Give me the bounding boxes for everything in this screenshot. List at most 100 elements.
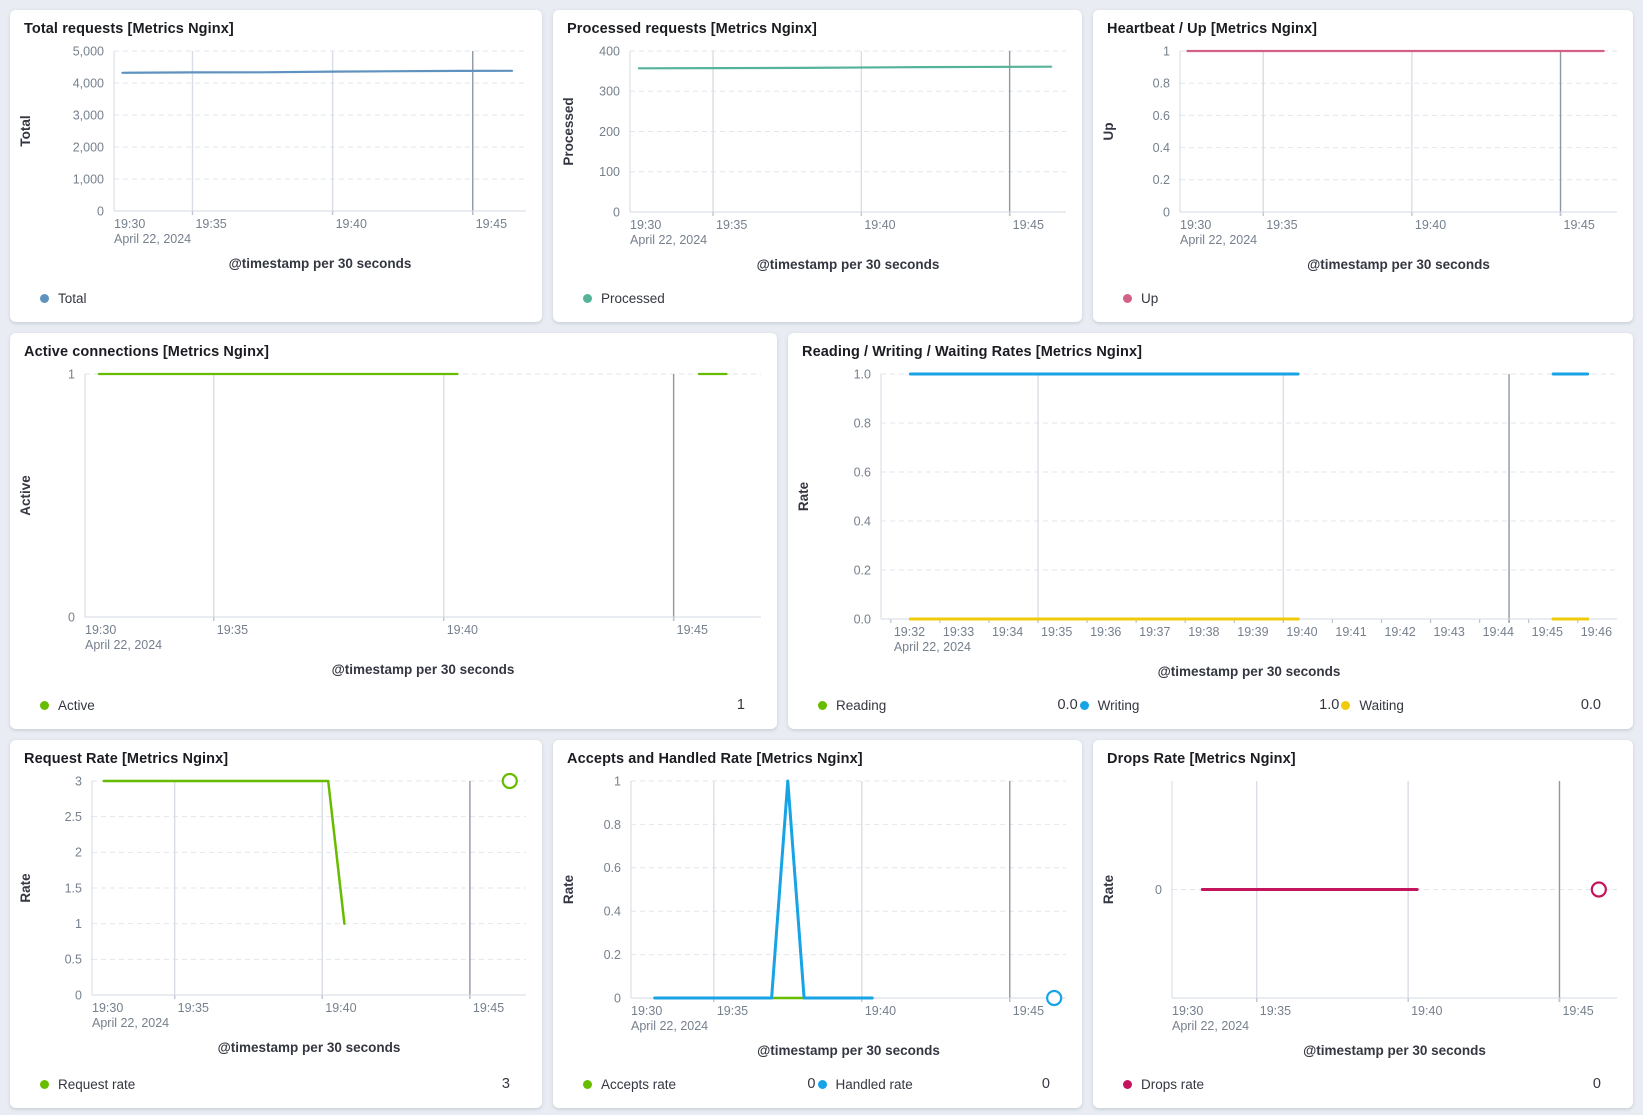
y-tick-label: 0 xyxy=(75,988,82,1002)
y-tick-label: 0 xyxy=(1155,883,1162,897)
legend-color-dot-icon xyxy=(40,1079,49,1089)
legend-label: Up xyxy=(1141,290,1159,306)
x-tick-label: 19:38 xyxy=(1188,625,1219,639)
legend-label: Reading xyxy=(836,697,887,713)
x-axis-title: @timestamp per 30 seconds xyxy=(1158,664,1341,679)
x-tick-label: 19:40 xyxy=(1411,1004,1442,1018)
legend-last-value: 3 xyxy=(501,1076,510,1092)
panel-title: Heartbeat / Up [Metrics Nginx] xyxy=(1107,21,1318,37)
legend-last-value: 0.0 xyxy=(1580,697,1601,713)
y-tick-label: 400 xyxy=(599,44,620,58)
x-axis-title: @timestamp per 30 seconds xyxy=(229,256,412,271)
x-tick-label: 19:35 xyxy=(195,217,226,231)
legend-label: Drops rate xyxy=(1141,1076,1205,1092)
series-line-processed xyxy=(637,65,1053,70)
x-tick-label: 19:30 xyxy=(630,218,661,232)
legend-item-handled-rate[interactable]: Handled rate 0 xyxy=(817,1076,1053,1092)
legend-item-request-rate[interactable]: Request rate 3 xyxy=(40,1076,512,1092)
legend-item-up[interactable]: Up xyxy=(1123,291,1603,306)
legend-item-total[interactable]: Total xyxy=(40,291,512,306)
legend-color-dot-icon xyxy=(1123,1079,1132,1089)
chart-active-connections[interactable]: 0 1 Active 19:30 April 22, 2024 19:35 19:40 19:… xyxy=(10,362,777,693)
y-tick-label: 1.5 xyxy=(65,881,82,895)
legend-drops-rate: Drops rate 0 xyxy=(1093,1072,1633,1108)
legend-item-active[interactable]: Active 1 xyxy=(40,697,747,713)
legend-color-dot-icon xyxy=(40,700,49,710)
y-tick-label: 2,000 xyxy=(73,140,104,154)
y-tick-label: 0.8 xyxy=(1153,77,1170,91)
x-tick-label: 19:45 xyxy=(1564,218,1595,232)
legend-last-value: 0.0 xyxy=(1057,697,1078,713)
x-axis-title: @timestamp per 30 seconds xyxy=(218,1040,401,1055)
legend-item-reading[interactable]: Reading 0.0 xyxy=(818,697,1080,713)
y-tick-label: 0 xyxy=(68,610,75,624)
x-axis-date-label: April 22, 2024 xyxy=(631,1019,708,1033)
y-tick-label: 100 xyxy=(599,165,620,179)
chart-drops-rate[interactable]: 0 Rate 19:30 April 22, 2024 19:35 19:40 19:45 @… xyxy=(1093,769,1633,1072)
x-tick-label: 19:30 xyxy=(85,623,116,637)
legend-label: Writing xyxy=(1097,697,1140,713)
y-tick-label: 0.6 xyxy=(1153,109,1170,123)
legend-item-accepts-rate[interactable]: Accepts rate 0 xyxy=(583,1076,818,1092)
x-tick-label: 19:35 xyxy=(1266,218,1297,232)
y-tick-label: 0.2 xyxy=(604,948,621,962)
x-tick-label: 19:45 xyxy=(1532,625,1563,639)
x-tick-label: 19:35 xyxy=(717,1004,748,1018)
legend-label: Active xyxy=(58,697,95,713)
panel-title: Processed requests [Metrics Nginx] xyxy=(567,21,817,37)
y-tick-label: 0.6 xyxy=(854,465,871,479)
y-tick-label: 1 xyxy=(68,367,75,381)
y-tick-label: 0.4 xyxy=(1153,141,1170,155)
legend-reading-writing-waiting-rates: Reading 0.0 Writing 1.0 Waiting 0.0 xyxy=(788,693,1633,729)
panel-title: Reading / Writing / Waiting Rates [Metri… xyxy=(802,344,1143,360)
legend-item-drops-rate[interactable]: Drops rate 0 xyxy=(1123,1076,1603,1092)
y-tick-label: 3,000 xyxy=(73,108,104,122)
chart-heartbeat-up[interactable]: 0 0.2 0.4 0.6 0.8 1 Up 19:30 April 22, 2024 19:35… xyxy=(1093,39,1633,286)
series-line-handled-rate xyxy=(653,779,874,1000)
legend-label: Accepts rate xyxy=(601,1076,677,1092)
panel-title: Accepts and Handled Rate [Metrics Nginx] xyxy=(567,751,863,767)
legend-color-dot-icon xyxy=(818,700,827,710)
x-axis-title: @timestamp per 30 seconds xyxy=(757,257,940,272)
y-tick-label: 4,000 xyxy=(73,76,104,90)
x-tick-label: 19:40 xyxy=(447,623,478,637)
data-point-marker xyxy=(1046,989,1063,1007)
legend-color-dot-icon xyxy=(817,1079,827,1089)
chart-reading-writing-waiting-rates[interactable]: 0.0 0.2 0.4 0.6 0.8 1.0 Rate 19:32 April 22, 202… xyxy=(788,362,1633,693)
y-axis-title: Up xyxy=(1101,123,1116,141)
y-axis-title: Total xyxy=(18,115,33,146)
x-tick-label: 19:45 xyxy=(1013,1004,1044,1018)
x-axis-title: @timestamp per 30 seconds xyxy=(1307,257,1490,272)
y-tick-label: 2.5 xyxy=(65,810,82,824)
legend-color-dot-icon xyxy=(1341,700,1351,710)
legend-item-processed[interactable]: Processed xyxy=(583,291,1052,306)
legend-item-waiting[interactable]: Waiting 0.0 xyxy=(1341,697,1603,713)
legend-label: Total xyxy=(58,290,87,306)
y-axis-title: Rate xyxy=(561,874,576,904)
series-line-request-rate xyxy=(102,779,346,925)
chart-request-rate[interactable]: 0 0.5 1 1.5 2 2.5 3 Rate 19:30 April 22, 2024 19:3… xyxy=(10,769,542,1072)
legend-item-writing[interactable]: Writing 1.0 xyxy=(1079,697,1342,713)
y-tick-label: 0.5 xyxy=(65,953,82,967)
legend-color-dot-icon xyxy=(1123,293,1132,303)
y-tick-label: 1 xyxy=(614,774,621,788)
y-axis-title: Active xyxy=(18,475,33,516)
chart-accepts-handled-rate[interactable]: 0 0.2 0.4 0.6 0.8 1 Rate 19:30 April 22, 2024 19:… xyxy=(553,769,1082,1072)
legend-last-value: 0 xyxy=(1592,1076,1601,1092)
y-tick-label: 3 xyxy=(75,774,82,788)
legend-label: Processed xyxy=(601,290,665,306)
chart-total-requests[interactable]: 0 1,000 2,000 3,000 4,000 5,000 Total 19:30 Apri… xyxy=(10,39,542,286)
chart-processed-requests[interactable]: 0 100 200 300 400 Processed 19:30 April 22, 202… xyxy=(553,39,1082,286)
dashboard-row-3: Request Rate [Metrics Nginx] 0 0.5 1 1.5 2 2.… xyxy=(10,740,1633,1108)
x-axis-date-label: April 22, 2024 xyxy=(1172,1019,1249,1033)
y-tick-label: 300 xyxy=(599,85,620,99)
data-point-marker xyxy=(1590,881,1607,898)
x-tick-label: 19:44 xyxy=(1483,625,1514,639)
legend-accepts-handled-rate: Accepts rate 0 Handled rate 0 xyxy=(553,1072,1082,1108)
y-tick-label: 0 xyxy=(1163,205,1170,219)
x-tick-label: 19:39 xyxy=(1237,625,1268,639)
legend-processed-requests: Processed xyxy=(553,286,1082,322)
